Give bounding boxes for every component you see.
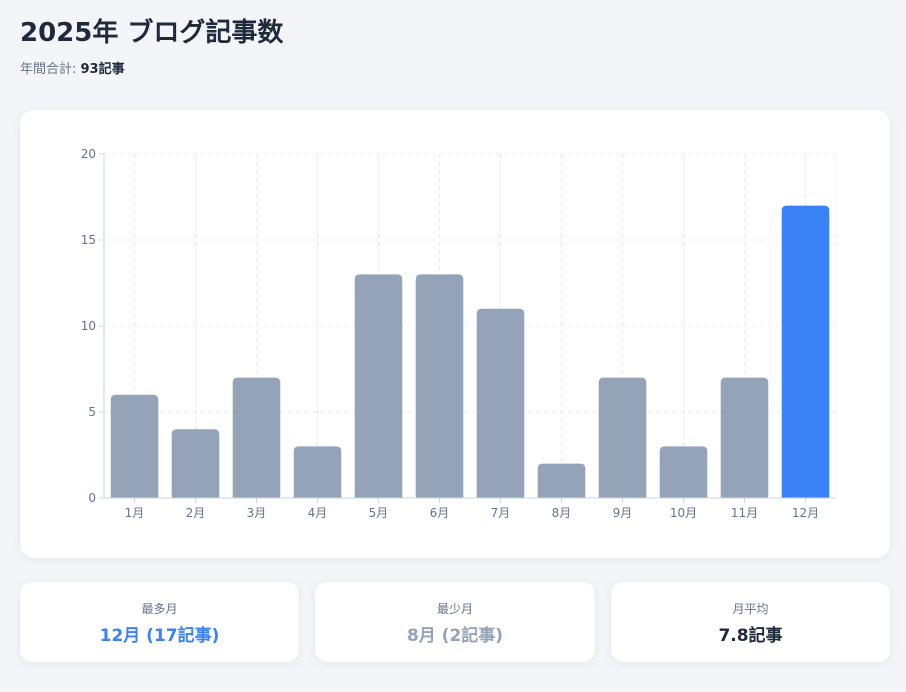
- y-tick-label: 20: [81, 147, 96, 161]
- page-title: 2025年 ブログ記事数: [20, 18, 284, 48]
- x-tick-label: 3月: [247, 506, 267, 520]
- x-tick-label: 6月: [430, 506, 450, 520]
- bar-6: [415, 274, 464, 498]
- x-tick-label: 5月: [369, 506, 389, 520]
- stat-card-avg: 月平均 7.8記事: [611, 582, 890, 662]
- stat-avg-value: 7.8記事: [718, 626, 783, 646]
- x-tick-label: 7月: [491, 506, 511, 520]
- stat-max-label: 最多月: [141, 602, 178, 616]
- bar-2: [171, 429, 220, 498]
- annual-total-label: 年間合計:: [20, 62, 81, 77]
- bar-3: [232, 377, 281, 498]
- stat-avg-label: 月平均: [732, 602, 769, 616]
- bar-1: [110, 394, 159, 498]
- x-tick-label: 9月: [613, 506, 633, 520]
- chart-card: 0 5 10 15 20 1月 2月 3月 4月 5月 6月 7月 8月 9月 10月 11月 12月: [20, 110, 890, 558]
- y-tick-label: 15: [81, 233, 96, 247]
- x-tick-label: 2月: [186, 506, 206, 520]
- stat-min-value: 8月 (2記事): [406, 626, 504, 646]
- y-tick-label: 5: [88, 405, 96, 419]
- bar-7: [476, 308, 525, 498]
- stat-card-min: 最少月 8月 (2記事): [315, 582, 595, 662]
- x-tick-label: 1月: [125, 506, 145, 520]
- bar-chart: 0 5 10 15 20 1月 2月 3月 4月 5月 6月 7月 8月 9月 10月 11月 12月: [81, 147, 837, 520]
- bar-11: [720, 377, 769, 498]
- x-tick-label: 8月: [552, 506, 572, 520]
- bar-9: [598, 377, 647, 498]
- y-tick-label: 0: [88, 491, 96, 505]
- annual-total: 年間合計: 93記事: [20, 58, 125, 77]
- annual-total-value: 93記事: [80, 62, 125, 77]
- bar-12: [781, 205, 830, 498]
- bar-10: [659, 446, 708, 498]
- x-tick-label: 12月: [792, 506, 819, 520]
- bar-8: [537, 463, 586, 498]
- x-tick-label: 11月: [731, 506, 758, 520]
- bar-4: [293, 446, 342, 498]
- y-tick-label: 10: [81, 319, 96, 333]
- stat-max-value: 12月 (17記事): [99, 626, 220, 646]
- stat-min-label: 最少月: [436, 602, 473, 616]
- bar-5: [354, 274, 403, 498]
- stat-card-max: 最多月 12月 (17記事): [20, 582, 299, 662]
- x-tick-label: 10月: [670, 506, 697, 520]
- x-tick-label: 4月: [308, 506, 328, 520]
